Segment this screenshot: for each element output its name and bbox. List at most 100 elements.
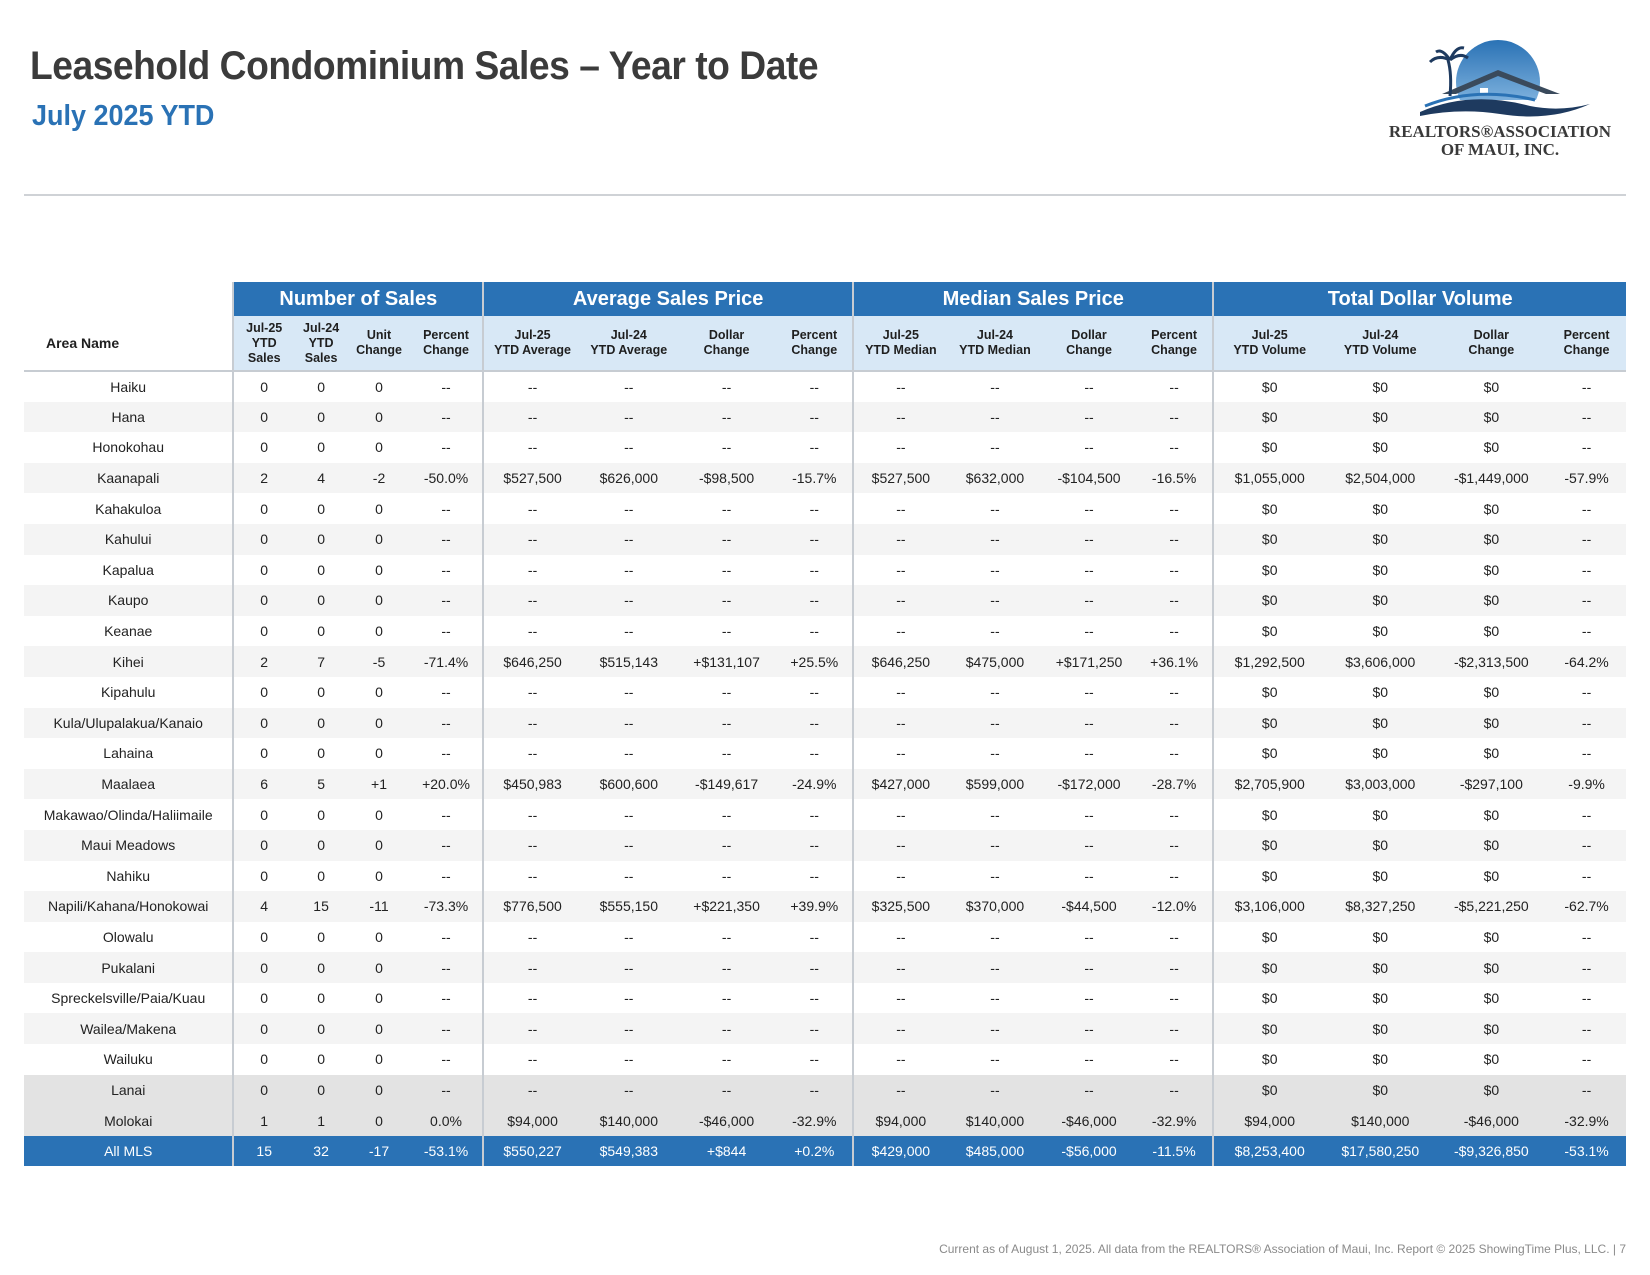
value-cell: $0 <box>1435 1044 1548 1075</box>
value-cell: 0 <box>232 738 294 769</box>
area-name-cell: Olowalu <box>24 921 234 953</box>
group-average-sales-price: Average Sales Price <box>482 282 854 316</box>
value-cell: -- <box>482 829 581 861</box>
value-cell: 0 <box>232 1013 294 1045</box>
value-cell: -- <box>482 1074 581 1106</box>
value-cell: 0 <box>348 1105 410 1136</box>
value-cell: $1,055,000 <box>1212 462 1325 494</box>
column-header: Jul-25 YTD Median <box>852 316 948 372</box>
value-cell: $3,003,000 <box>1325 768 1436 800</box>
group-header-row: Number of Sales Average Sales Price Medi… <box>24 282 1626 316</box>
value-cell: -- <box>947 615 1043 647</box>
value-cell: -- <box>580 952 677 983</box>
value-cell: -- <box>1135 401 1214 433</box>
value-cell: -$1,449,000 <box>1435 462 1548 494</box>
value-cell: -- <box>676 1013 777 1045</box>
group-header-blank <box>24 282 234 316</box>
value-cell: -- <box>676 952 777 983</box>
value-cell: -$56,000 <box>1042 1135 1136 1167</box>
value-cell: -- <box>676 523 777 555</box>
value-cell: 0 <box>348 615 410 647</box>
value-cell: 0 <box>232 707 294 739</box>
column-header: Dollar Change <box>1435 316 1548 372</box>
value-cell: 0 <box>348 799 410 830</box>
area-name-cell: Napili/Kahana/Honokowai <box>24 891 234 922</box>
value-cell: $475,000 <box>947 646 1043 677</box>
value-cell: -- <box>852 707 948 739</box>
area-name-cell: Lanai <box>24 1074 234 1106</box>
value-cell: -- <box>852 982 948 1014</box>
value-cell: -- <box>1547 615 1626 647</box>
table-row: Wailuku 0 0 0 -- -- -- -- -- -- -- -- -- $0 $0 $0 -- <box>24 1044 1626 1075</box>
value-cell: $0 <box>1212 1074 1325 1106</box>
area-name-cell: Spreckelsville/Paia/Kuau <box>24 982 234 1014</box>
value-cell: $0 <box>1435 738 1548 769</box>
column-header-line: Dollar <box>1071 328 1107 342</box>
value-cell: -- <box>580 829 677 861</box>
value-cell: -11.5% <box>1135 1135 1214 1167</box>
value-cell: 0 <box>293 585 349 616</box>
column-header-line: Dollar <box>708 328 745 342</box>
value-cell: +1 <box>348 768 410 800</box>
value-cell: -- <box>776 1074 854 1106</box>
value-cell: -- <box>1135 1044 1214 1075</box>
column-header-line: Change <box>356 343 402 357</box>
value-cell: +36.1% <box>1135 646 1214 677</box>
value-cell: $0 <box>1325 952 1436 983</box>
value-cell: 15 <box>293 891 349 922</box>
value-cell: $0 <box>1212 738 1325 769</box>
value-cell: -- <box>482 1013 581 1045</box>
column-header: Unit Change <box>348 316 410 372</box>
value-cell: -57.9% <box>1547 462 1626 494</box>
value-cell: $0 <box>1435 1074 1548 1106</box>
value-cell: -- <box>1042 1044 1136 1075</box>
value-cell: -- <box>852 493 948 524</box>
value-cell: -- <box>947 493 1043 524</box>
value-cell: -32.9% <box>1547 1105 1626 1136</box>
value-cell: -- <box>409 523 484 555</box>
value-cell: $3,106,000 <box>1212 891 1325 922</box>
value-cell: -- <box>1135 554 1214 586</box>
logo-line-1: REALTORS®ASSOCIATION <box>1388 122 1612 141</box>
value-cell: -- <box>1135 829 1214 861</box>
value-cell: $427,000 <box>852 768 948 800</box>
value-cell: 0 <box>348 707 410 739</box>
value-cell: -- <box>776 401 854 433</box>
value-cell: -$46,000 <box>1042 1105 1136 1136</box>
value-cell: -- <box>1042 523 1136 555</box>
value-cell: 0 <box>348 860 410 892</box>
value-cell: -- <box>947 860 1043 892</box>
value-cell: $0 <box>1435 982 1548 1014</box>
value-cell: -- <box>947 371 1043 402</box>
value-cell: $0 <box>1325 371 1436 402</box>
column-header-line: Change <box>423 343 469 357</box>
value-cell: -- <box>1135 921 1214 953</box>
value-cell: -- <box>482 432 581 463</box>
value-cell: -- <box>852 952 948 983</box>
value-cell: -24.9% <box>776 768 854 800</box>
value-cell: -- <box>580 554 677 586</box>
column-header-line: Jul-25 <box>246 320 283 335</box>
value-cell: -- <box>580 432 677 463</box>
table-row: Spreckelsville/Paia/Kuau 0 0 0 -- -- -- -- -- -- -… <box>24 982 1626 1014</box>
value-cell: $0 <box>1435 523 1548 555</box>
value-cell: 0 <box>232 554 294 586</box>
value-cell: $0 <box>1212 952 1325 983</box>
value-cell: 0 <box>348 1013 410 1045</box>
column-header: Jul-25 YTD Sales <box>232 316 294 372</box>
value-cell: -- <box>947 1074 1043 1106</box>
area-name-cell: Kapalua <box>24 554 234 586</box>
value-cell: -- <box>409 371 484 402</box>
value-cell: 0 <box>293 401 349 433</box>
value-cell: -- <box>1547 982 1626 1014</box>
table-row: Hana 0 0 0 -- -- -- -- -- -- -- -- -- $0 $0 $0 -- <box>24 401 1626 433</box>
value-cell: -- <box>482 493 581 524</box>
value-cell: $0 <box>1325 676 1436 708</box>
value-cell: $2,504,000 <box>1325 462 1436 494</box>
value-cell: -- <box>852 738 948 769</box>
value-cell: -- <box>676 1074 777 1106</box>
value-cell: -- <box>409 952 484 983</box>
column-header-line: Dollar <box>1473 328 1510 342</box>
value-cell: -9.9% <box>1547 768 1626 800</box>
value-cell: -- <box>1042 371 1136 402</box>
